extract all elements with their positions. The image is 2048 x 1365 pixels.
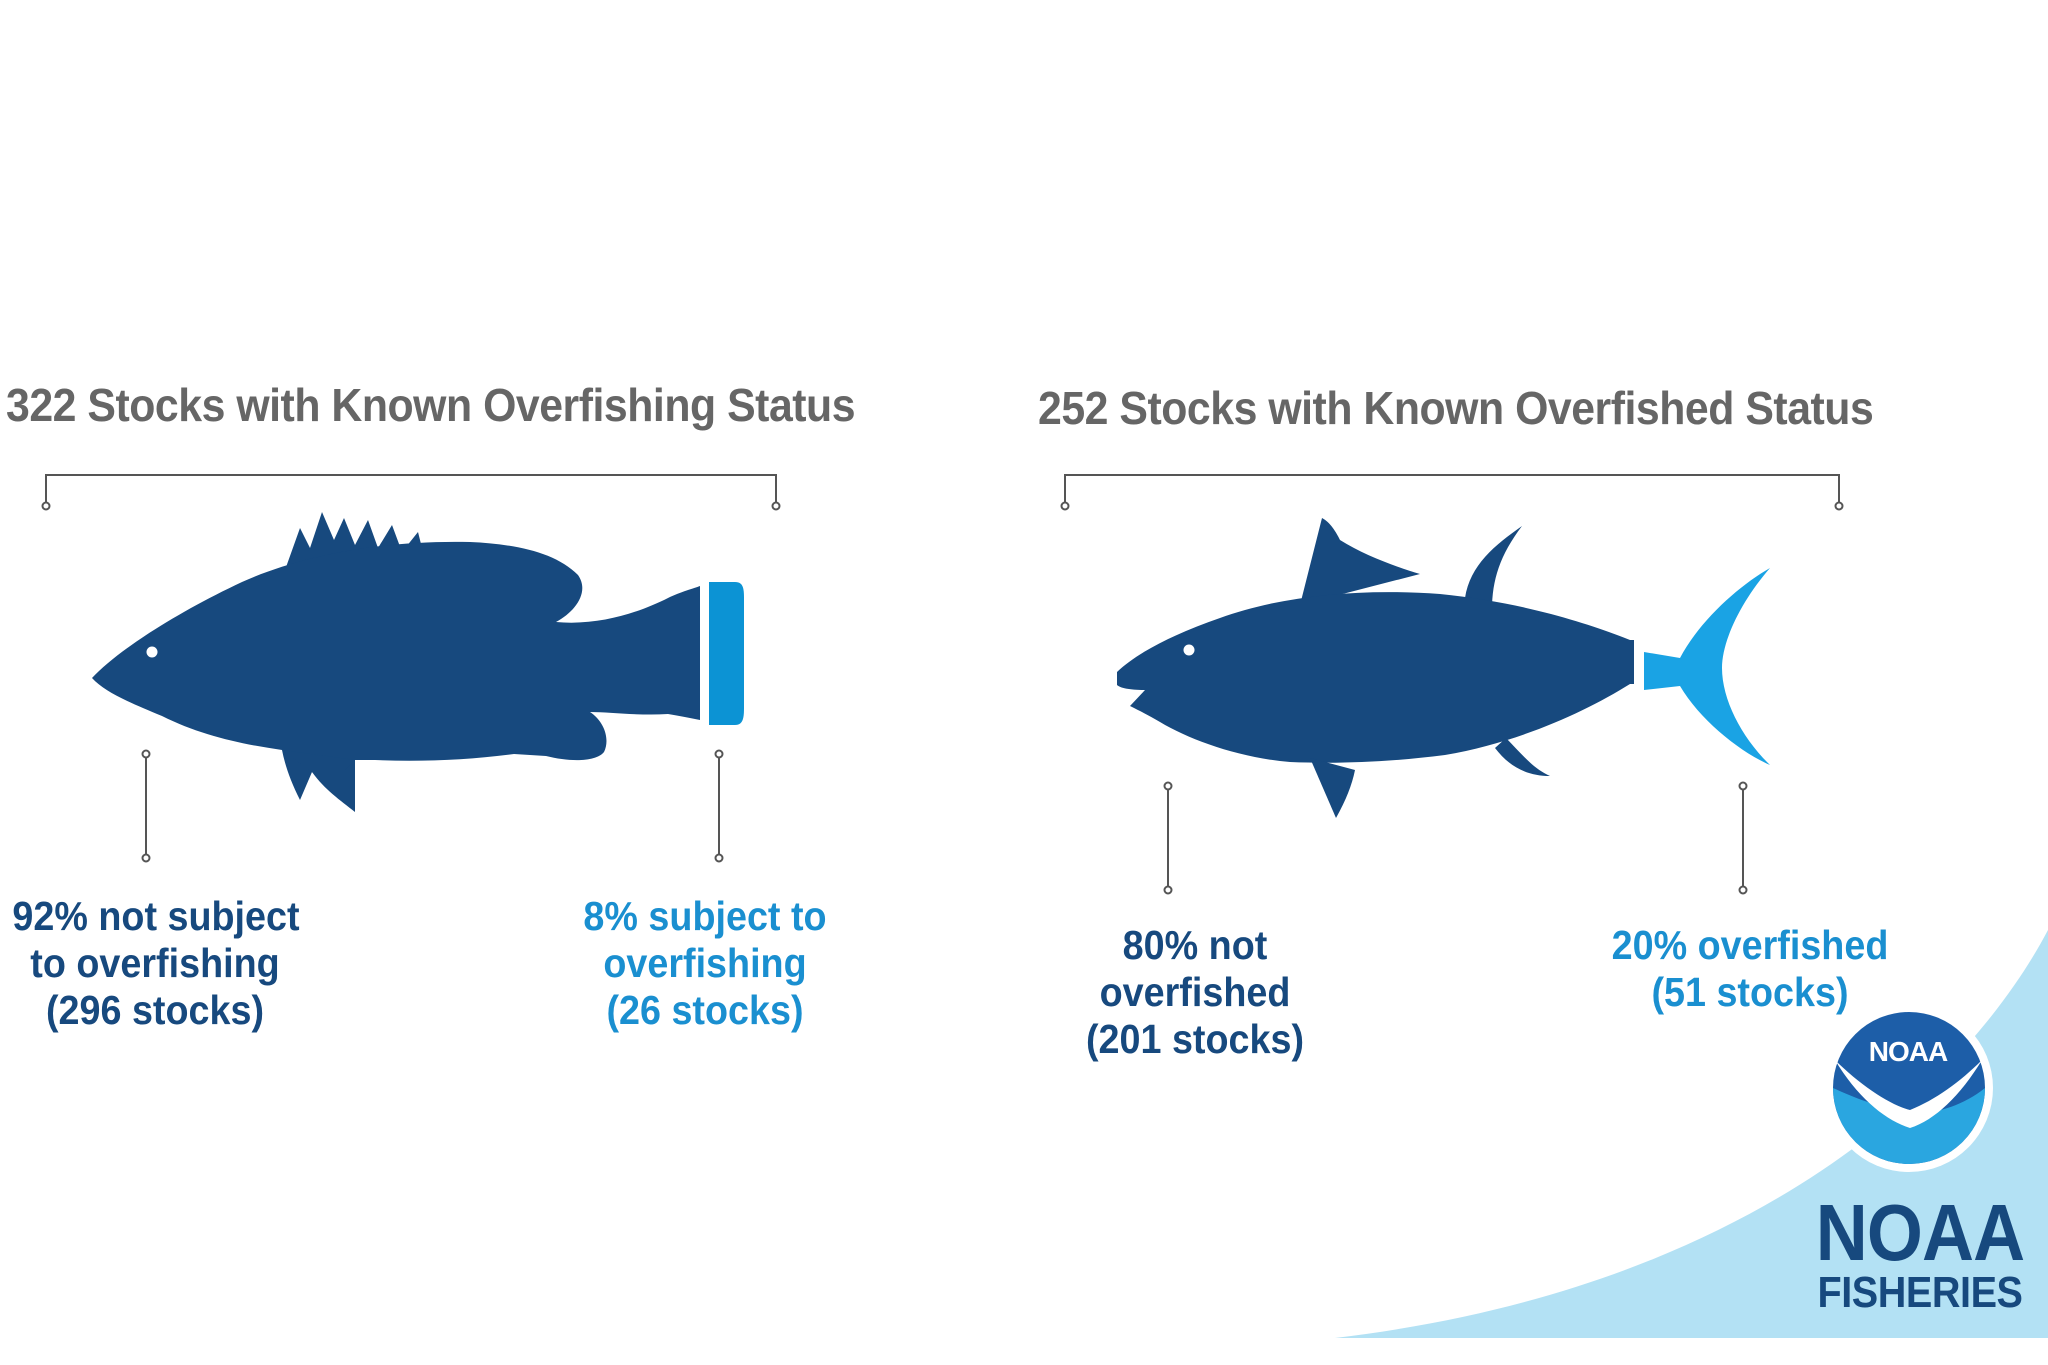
caption-line: (296 stocks): [45, 987, 265, 1033]
caption-line: overfishing: [603, 940, 807, 986]
left-highlight-caption: 8% subject to overfishing (26 stocks): [572, 893, 839, 1034]
grouper-fish-icon: [92, 512, 744, 812]
caption-line: 92% not subject: [12, 893, 300, 939]
caption-line: 8% subject to: [583, 893, 827, 939]
right-highlight-caption: 20% overfished (51 stocks): [1603, 922, 1897, 1016]
logo-emblem-text: NOAA: [1868, 1036, 1948, 1067]
left-bracket: [41, 474, 781, 511]
caption-line: overfished: [1099, 969, 1291, 1015]
grouper-tail-highlight: [709, 582, 744, 725]
right-main-caption: 80% not overfished (201 stocks): [1057, 922, 1333, 1063]
caption-line: 20% overfished: [1611, 922, 1889, 968]
noaa-seagull-emblem-icon: [1825, 1004, 1993, 1172]
corner-swoosh: [1335, 930, 2048, 1338]
right-bracket: [1060, 474, 1844, 511]
caption-line: (51 stocks): [1651, 969, 1849, 1015]
left-main-caption: 92% not subject to overfishing (296 stoc…: [12, 893, 300, 1034]
logo-wordmark-noaa: NOAA: [1815, 1188, 2025, 1277]
leader-lines: [141, 749, 1748, 895]
caption-line: to overfishing: [30, 940, 280, 986]
logo-wordmark-fisheries: FISHERIES: [1817, 1268, 2023, 1317]
tuna-tail-highlight: [1644, 568, 1770, 765]
left-panel-title: 322 Stocks with Known Overfishing Status: [6, 379, 856, 431]
right-panel-title: 252 Stocks with Known Overfished Status: [1038, 382, 1874, 434]
caption-line: (201 stocks): [1085, 1016, 1305, 1062]
caption-line: 80% not: [1122, 922, 1268, 968]
tuna-fish-icon: [1117, 518, 1770, 818]
caption-line: (26 stocks): [606, 987, 804, 1033]
